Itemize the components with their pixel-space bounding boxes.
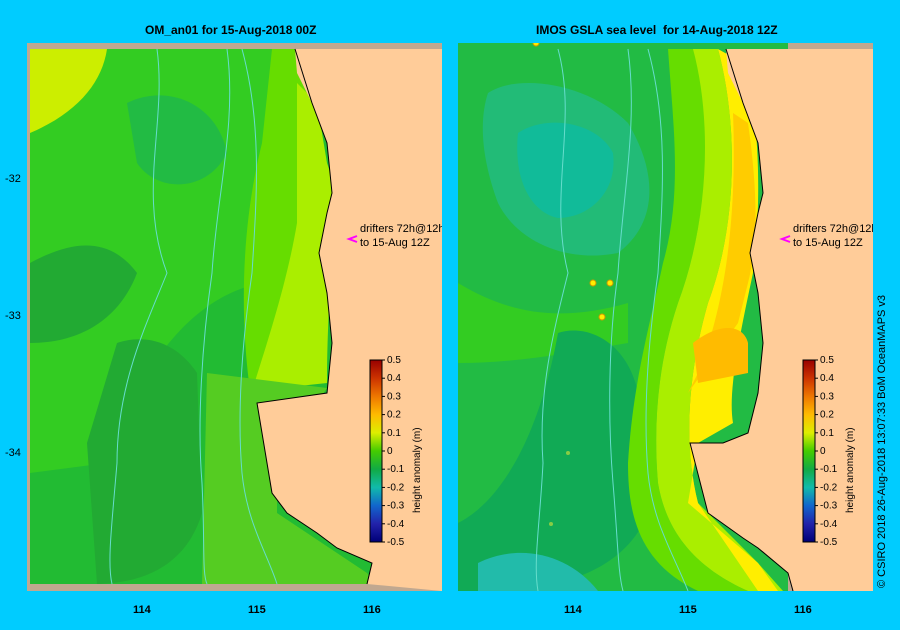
right-eddy-inner	[517, 122, 614, 218]
right-drifter-label-1: drifters 72h@12h	[793, 223, 873, 235]
left-coastline	[256, 48, 373, 585]
left-colorbar-tick-label: 0.3	[387, 391, 401, 402]
right-drifter-arrow-icon	[779, 235, 791, 243]
right-colorbar-label: height anomaly (m)	[845, 427, 856, 513]
lon-label-left-116: 116	[363, 604, 381, 616]
left-bathy-3	[239, 48, 278, 585]
right-colorbar-tick-label: 0	[820, 446, 826, 457]
right-drifter-label-2: to 15-Aug 12Z	[793, 237, 863, 249]
left-colorbar: 0.5 0.4 0.3 0.2 0.1 0 -0.1 -0.2 -0.3 -0.4 -0.5 hei…	[369, 355, 423, 548]
left-eddy-low	[30, 245, 137, 343]
right-coastal-lightgreen	[656, 49, 783, 591]
left-drifter-arrow-icon	[346, 235, 358, 243]
left-drifter-label-2: to 15-Aug 12Z	[360, 237, 430, 249]
left-colorbar-tick-label: 0.4	[387, 373, 401, 384]
lon-label-left-115: 115	[248, 604, 266, 616]
right-colorbar-tick-label: -0.3	[820, 501, 838, 512]
credit-text: © CSIRO 2018 26-Aug-2018 13:07:33 BoM Oc…	[876, 294, 888, 588]
right-coastline	[689, 48, 794, 591]
right-colorbar: 0.5 0.4 0.3 0.2 0.1 0 -0.1 -0.2 -0.3 -0.4 -0.5 hei…	[802, 355, 856, 548]
lon-label-right-116: 116	[794, 604, 812, 616]
left-eddy-north	[127, 95, 227, 185]
left-colorbar-tick-label: -0.3	[387, 501, 405, 512]
left-nw-high	[30, 49, 107, 133]
left-map-svg: drifters 72h@12h to 15-Aug 12Z 0.5 0.4 0.3…	[30, 48, 442, 591]
right-colorbar-tick-label: -0.2	[820, 482, 838, 493]
left-coastal-high	[252, 83, 337, 391]
left-colorbar-tick-label: -0.5	[387, 537, 405, 548]
right-colorbar-tick-label: 0.4	[820, 373, 834, 384]
right-sw-low	[478, 552, 598, 591]
left-colorbar-tick-label: -0.4	[387, 519, 405, 530]
lon-label-left-114: 114	[133, 604, 151, 616]
right-bathy-3	[645, 48, 689, 591]
right-colorbar-tick-label: -0.1	[820, 464, 838, 475]
right-colorbar-tick-label: -0.5	[820, 537, 838, 548]
left-colorbar-tick-label: 0.2	[387, 410, 401, 421]
left-colorbar-tick-label: 0	[387, 446, 393, 457]
left-south-tongue	[87, 339, 202, 584]
left-colorbar-tick-label: -0.1	[387, 464, 405, 475]
left-bathy-1	[109, 48, 168, 585]
left-colorbar-ticks: 0.5 0.4 0.3 0.2 0.1 0 -0.1 -0.2 -0.3 -0.4 -0.5	[382, 355, 405, 548]
right-colorbar-tick-label: -0.4	[820, 519, 838, 530]
right-drifter-points	[532, 43, 614, 526]
left-colorbar-tick-label: 0.1	[387, 428, 401, 439]
right-colorbar-ticks: 0.5 0.4 0.3 0.2 0.1 0 -0.1 -0.2 -0.3 -0.4 -0.5	[815, 355, 838, 548]
lat-label-33: -33	[5, 310, 21, 322]
right-panel-title: IMOS GSLA sea level for 14-Aug-2018 12Z	[536, 23, 778, 37]
right-colorbar-tick-label: 0.1	[820, 428, 834, 439]
right-land	[690, 49, 873, 591]
right-colorbar-tick-label: 0.2	[820, 410, 834, 421]
right-bathy-1	[535, 48, 569, 591]
left-drifter-label-1: drifters 72h@12h	[360, 223, 442, 235]
left-land	[257, 49, 442, 591]
left-colorbar-tick-label: 0.5	[387, 355, 401, 366]
lon-label-right-115: 115	[679, 604, 697, 616]
right-coastal-orange	[688, 113, 756, 393]
lat-label-32: -32	[5, 173, 21, 185]
right-map-svg: drifters 72h@12h to 15-Aug 12Z 0.5 0.4 0.3…	[458, 43, 873, 591]
right-colorbar-tick-label: 0.3	[820, 391, 834, 402]
right-colorbar-tick-label: 0.5	[820, 355, 834, 366]
left-south-shelf	[202, 373, 375, 584]
left-map-panel: drifters 72h@12h to 15-Aug 12Z 0.5 0.4 0.3…	[27, 43, 442, 591]
right-south-trough	[458, 330, 648, 591]
lat-label-34: -34	[5, 447, 21, 459]
left-panel-title: OM_an01 for 15-Aug-2018 00Z	[145, 23, 317, 37]
right-coastal-peak	[693, 328, 748, 383]
right-map-panel: drifters 72h@12h to 15-Aug 12Z 0.5 0.4 0.3…	[458, 43, 873, 591]
left-colorbar-tick-label: -0.2	[387, 482, 405, 493]
right-bathy-2	[609, 48, 632, 591]
lon-label-right-114: 114	[564, 604, 582, 616]
left-bathy-2	[199, 48, 231, 585]
left-colorbar-label: height anomaly (m)	[412, 427, 423, 513]
